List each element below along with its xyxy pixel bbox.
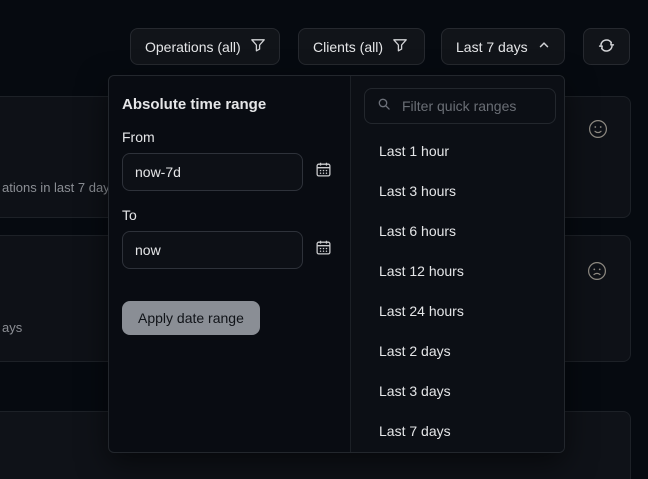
sad-face-icon xyxy=(586,260,608,282)
quick-range-option[interactable]: Last 12 hours xyxy=(379,263,464,279)
absolute-time-range-title: Absolute time range xyxy=(122,96,267,113)
apply-date-range-button[interactable]: Apply date range xyxy=(122,301,260,335)
operations-filter-button[interactable]: Operations (all) xyxy=(130,28,280,65)
quick-range-option[interactable]: Last 2 days xyxy=(379,343,451,359)
quick-range-option[interactable]: Last 6 hours xyxy=(379,223,457,239)
from-input-row xyxy=(122,153,336,191)
time-picker-dropdown: Absolute time range From To xyxy=(108,75,565,453)
background-card-subtitle: ays xyxy=(2,320,23,335)
quick-ranges-filter[interactable] xyxy=(364,88,556,124)
refresh-icon xyxy=(598,37,615,57)
background-card-subtitle: ations in last 7 days xyxy=(2,180,117,195)
quick-range-option[interactable]: Last 3 days xyxy=(379,383,451,399)
chevron-up-icon xyxy=(537,38,551,55)
clients-filter-label: Clients (all) xyxy=(313,38,384,55)
calendar-icon[interactable] xyxy=(315,161,332,183)
quick-ranges-filter-input[interactable] xyxy=(400,97,543,115)
quick-range-option[interactable]: Last 7 days xyxy=(379,423,451,439)
funnel-icon xyxy=(250,37,266,56)
search-icon xyxy=(377,97,391,116)
absolute-time-range-section: Absolute time range From To xyxy=(109,76,350,452)
clients-filter-button[interactable]: Clients (all) xyxy=(298,28,425,65)
quick-range-option[interactable]: Last 1 hour xyxy=(379,143,450,159)
quick-ranges-list: Last 1 hour Last 3 hours Last 6 hours La… xyxy=(364,131,556,451)
from-input[interactable] xyxy=(122,153,303,191)
quick-ranges-section: Last 1 hour Last 3 hours Last 6 hours La… xyxy=(350,76,564,452)
funnel-icon xyxy=(392,37,408,56)
quick-range-option[interactable]: Last 3 hours xyxy=(379,183,457,199)
calendar-icon[interactable] xyxy=(315,239,332,261)
quick-range-option[interactable]: Last 24 hours xyxy=(379,303,464,319)
refresh-button[interactable] xyxy=(583,28,630,65)
time-range-label: Last 7 days xyxy=(456,38,528,55)
from-label: From xyxy=(122,129,155,145)
to-input[interactable] xyxy=(122,231,303,269)
smiley-face-icon xyxy=(587,118,609,140)
time-range-button[interactable]: Last 7 days xyxy=(441,28,565,65)
operations-filter-label: Operations (all) xyxy=(145,38,241,55)
to-input-row xyxy=(122,231,336,269)
to-label: To xyxy=(122,207,137,223)
